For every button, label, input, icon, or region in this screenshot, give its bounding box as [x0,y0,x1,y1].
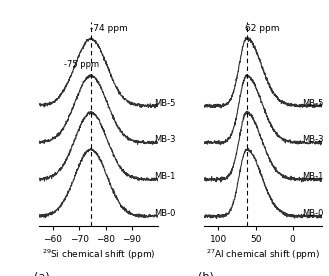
Text: MB-5: MB-5 [154,99,176,108]
Text: MB-3: MB-3 [154,136,176,144]
X-axis label: $^{29}$Si chemical shift (ppm): $^{29}$Si chemical shift (ppm) [42,247,156,262]
Text: MB-1: MB-1 [303,172,324,181]
Text: -74 ppm: -74 ppm [90,25,127,33]
Text: MB-0: MB-0 [154,209,176,218]
Text: MB-0: MB-0 [303,209,324,218]
Text: MB-3: MB-3 [302,136,324,144]
Text: 62 ppm: 62 ppm [245,25,280,33]
X-axis label: $^{27}$Al chemical shift (ppm): $^{27}$Al chemical shift (ppm) [206,247,320,262]
Text: (a): (a) [34,271,49,276]
Text: MB-1: MB-1 [154,172,176,181]
Text: (b): (b) [198,271,213,276]
Text: MB-5: MB-5 [303,99,324,108]
Text: -75 ppm: -75 ppm [64,60,99,69]
